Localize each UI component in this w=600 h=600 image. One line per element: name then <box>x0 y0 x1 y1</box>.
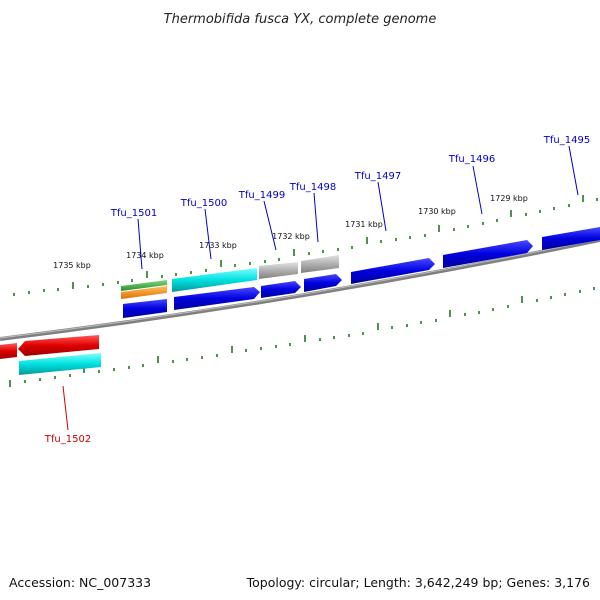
map-title: Thermobifida fusca YX, complete genome <box>164 12 437 27</box>
gene-arrow-tfu-1497[interactable] <box>351 258 435 284</box>
feature-gray-tfu-1498[interactable] <box>301 255 339 273</box>
gene-arrow-tfu-1495[interactable] <box>542 227 600 250</box>
scale-label-1730: 1730 kbp <box>418 207 456 216</box>
gene-label-tfu-1495[interactable]: Tfu_1495 <box>543 135 590 146</box>
gene-label-tfu-1499[interactable]: Tfu_1499 <box>238 190 285 201</box>
gene-arrow-tfu-1500[interactable] <box>174 287 260 310</box>
scale-label-1732: 1732 kbp <box>272 232 310 241</box>
gene-arrow-tfu-1498[interactable] <box>304 274 342 292</box>
gene-arrow-tfu-1496[interactable] <box>443 240 533 268</box>
leader-tfu-1502 <box>62 385 69 431</box>
scale-label-1731: 1731 kbp <box>345 220 383 229</box>
leader-tfu-1501 <box>137 218 143 270</box>
gene-arrow-tfu-1499[interactable] <box>261 281 301 298</box>
accession-text: Accession: NC_007333 <box>9 575 151 590</box>
scale-label-1729: 1729 kbp <box>490 194 528 203</box>
genome-backbone <box>0 238 600 341</box>
gene-label-tfu-1500[interactable]: Tfu_1500 <box>180 198 227 209</box>
forward-features <box>121 255 339 299</box>
gene-label-tfu-1497[interactable]: Tfu_1497 <box>354 171 401 182</box>
gene-labels: Tfu_1501 Tfu_1500 Tfu_1499 Tfu_1498 Tfu_… <box>44 135 590 445</box>
gene-label-tfu-1502[interactable]: Tfu_1502 <box>44 434 91 445</box>
gene-label-tfu-1496[interactable]: Tfu_1496 <box>448 154 495 165</box>
reverse-features <box>0 335 101 375</box>
scale-label-1734: 1734 kbp <box>126 251 164 260</box>
leader-tfu-1500 <box>204 208 212 260</box>
gene-arrow-reverse-left[interactable] <box>0 343 17 359</box>
leader-tfu-1495 <box>568 145 579 196</box>
genome-summary-text: Topology: circular; Length: 3,642,249 bp… <box>246 575 590 590</box>
forward-genes <box>123 227 600 318</box>
gene-arrow-tfu-1501[interactable] <box>123 299 167 318</box>
gene-label-tfu-1498[interactable]: Tfu_1498 <box>289 182 336 193</box>
feature-gray-tfu-1499[interactable] <box>259 262 298 279</box>
feature-cyan-tfu-1500[interactable] <box>172 268 257 292</box>
scale-label-1733: 1733 kbp <box>199 241 237 250</box>
gene-label-tfu-1501[interactable]: Tfu_1501 <box>110 208 157 219</box>
leader-tfu-1498 <box>313 192 319 243</box>
outer-scale-ticks <box>13 195 598 296</box>
feature-cyan-tfu-1502[interactable] <box>19 353 101 375</box>
genome-backbone-highlight <box>0 238 600 339</box>
feature-orange[interactable] <box>121 286 167 299</box>
genome-track <box>0 238 600 341</box>
gene-leader-lines <box>62 145 579 431</box>
inner-scale-ticks <box>9 287 595 387</box>
leader-tfu-1497 <box>377 181 387 232</box>
leader-tfu-1496 <box>472 165 483 215</box>
gene-arrow-tfu-1502[interactable] <box>18 335 99 356</box>
scale-label-1735: 1735 kbp <box>53 261 91 270</box>
feature-green[interactable] <box>121 280 167 291</box>
scale-labels: 1735 kbp 1734 kbp 1733 kbp 1732 kbp 1731… <box>53 194 528 270</box>
leader-tfu-1499 <box>263 200 277 251</box>
